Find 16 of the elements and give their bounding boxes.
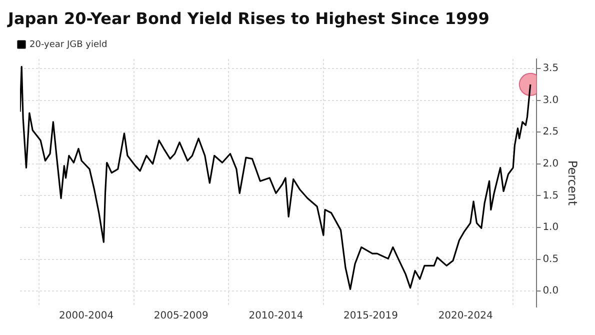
- y-tick-label: 3.5: [542, 63, 559, 74]
- chart-title: Japan 20-Year Bond Yield Rises to Highest Since 1999: [8, 8, 490, 30]
- y-tick-label: 1.0: [542, 222, 559, 234]
- x-tick-label: 2015-2019: [344, 310, 398, 322]
- y-tick-label: 3.0: [542, 94, 559, 106]
- legend-label: 20-year JGB yield: [30, 40, 108, 50]
- y-tick-label: 0.5: [542, 254, 559, 265]
- x-tick-label: 2020-2024: [438, 310, 493, 322]
- y-tick-label: 0.0: [542, 286, 559, 297]
- x-tick-label: 2005-2009: [154, 310, 208, 322]
- x-tick-label: 2000-2004: [59, 310, 114, 322]
- y-tick-label: 2.5: [542, 126, 559, 138]
- y-axis-title: Percent: [566, 160, 580, 206]
- y-tick-label: 1.5: [542, 190, 559, 202]
- y-tick-label: 2.0: [542, 158, 559, 170]
- x-tick-label: 2010-2014: [248, 310, 304, 322]
